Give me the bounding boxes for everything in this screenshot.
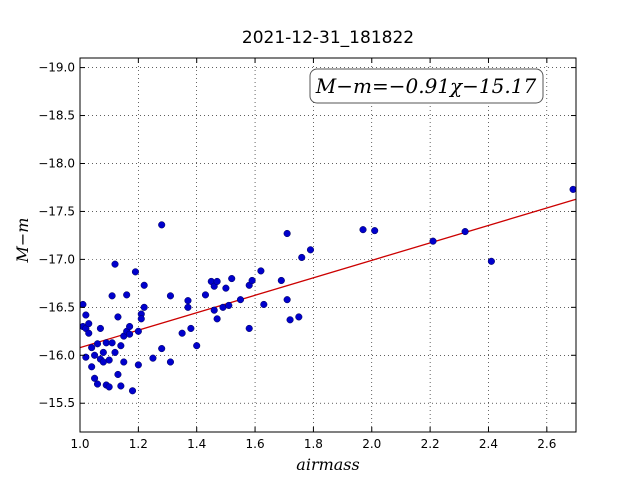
data-point (114, 313, 122, 321)
data-point (487, 257, 495, 265)
data-point (248, 276, 256, 285)
data-point (201, 291, 210, 299)
data-point (210, 306, 218, 314)
chart-title: 2021-12-31_181822 (242, 28, 414, 48)
plot-area: 1.0 1.2 1.4 1.6 1.8 2.0 2.2 2.4 2.6 −15.5 −16.0 −16… (38, 57, 577, 451)
data-point (140, 303, 148, 311)
x-axis-label: airmass (296, 455, 359, 474)
data-point (128, 387, 137, 395)
data-point (134, 361, 142, 369)
data-point (286, 316, 294, 324)
data-point (359, 226, 367, 234)
y-tick-label: −17.5 (38, 204, 75, 218)
data-point (158, 345, 166, 353)
data-point (88, 344, 96, 352)
y-tick-label: −17.0 (38, 252, 75, 266)
y-axis-label: M−m (13, 218, 32, 264)
data-point (85, 329, 93, 337)
data-point (111, 348, 119, 356)
data-point (306, 246, 315, 254)
data-point (429, 237, 437, 245)
data-point (117, 382, 125, 390)
y-tick-label: −19.0 (38, 61, 75, 75)
data-point (184, 303, 192, 311)
data-point (166, 292, 174, 300)
data-point (108, 292, 116, 300)
data-point (257, 267, 265, 275)
fit-line (79, 198, 577, 349)
x-tick-label: 1.0 (70, 437, 89, 451)
data-point (93, 380, 102, 388)
data-point (213, 277, 221, 285)
data-point (213, 315, 221, 323)
x-tick-label: 1.4 (187, 437, 206, 451)
data-point (140, 281, 148, 289)
data-point (126, 322, 134, 331)
x-tick-label: 2.6 (537, 437, 556, 451)
data-point (149, 354, 157, 362)
data-point (277, 276, 285, 285)
data-point (105, 356, 113, 364)
data-point (158, 221, 166, 229)
data-point (123, 291, 131, 299)
data-point (222, 284, 230, 292)
data-point (461, 228, 469, 236)
data-point (105, 383, 113, 391)
data-point (88, 363, 96, 371)
data-point (114, 370, 122, 379)
x-tick-label: 1.8 (304, 437, 323, 451)
data-point (166, 358, 174, 366)
data-point (193, 342, 201, 350)
plot-frame (79, 57, 577, 433)
data-point (283, 229, 291, 238)
data-point (117, 342, 125, 350)
data-point (298, 253, 306, 262)
x-tick-label: 2.4 (479, 437, 498, 451)
data-point (85, 320, 93, 328)
data-point (245, 324, 253, 332)
data-point (228, 275, 236, 283)
data-point (225, 301, 233, 309)
annotation-box (309, 68, 544, 104)
data-point (283, 296, 291, 304)
data-point (111, 260, 119, 268)
data-point (108, 339, 116, 347)
data-point (82, 311, 90, 319)
y-tick-label: −16.5 (38, 300, 75, 314)
data-point (134, 327, 142, 335)
x-tick-label: 2.2 (421, 437, 440, 451)
data-point (187, 324, 195, 332)
x-tick-label: 2.0 (362, 437, 381, 451)
x-tick-label: 1.2 (129, 437, 148, 451)
data-point (137, 315, 145, 323)
data-point (184, 297, 192, 305)
data-point (120, 358, 128, 366)
y-tick-label: −18.0 (38, 156, 75, 170)
y-tick-label: −18.5 (38, 109, 75, 123)
data-point (126, 330, 134, 338)
fit-equation: M−m=−0.91χ−15.17 (315, 74, 537, 98)
data-point (99, 348, 107, 356)
x-tick-label: 1.6 (246, 437, 265, 451)
y-tick-label: −16.0 (38, 348, 75, 362)
data-point (96, 324, 104, 332)
data-point (371, 227, 379, 235)
data-point (91, 374, 99, 382)
data-point (131, 268, 139, 276)
data-point (260, 300, 268, 309)
data-point (93, 340, 102, 348)
data-point (236, 296, 245, 304)
data-point (295, 313, 303, 321)
y-tick-label: −15.5 (38, 396, 75, 410)
data-point (80, 300, 87, 309)
data-point (569, 185, 576, 193)
data-point (91, 351, 99, 359)
data-point (178, 329, 186, 337)
